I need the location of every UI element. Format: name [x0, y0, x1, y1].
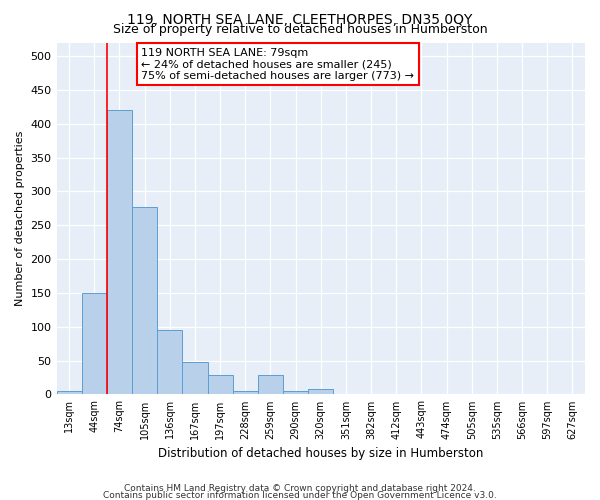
Bar [82, 293, 107, 394]
Bar [233, 391, 258, 394]
Bar [258, 376, 283, 394]
Text: Contains public sector information licensed under the Open Government Licence v3: Contains public sector information licen… [103, 491, 497, 500]
Text: 119 NORTH SEA LANE: 79sqm
← 24% of detached houses are smaller (245)
75% of semi: 119 NORTH SEA LANE: 79sqm ← 24% of detac… [141, 48, 414, 81]
Y-axis label: Number of detached properties: Number of detached properties [15, 131, 25, 306]
Bar [157, 330, 182, 394]
Text: Size of property relative to detached houses in Humberston: Size of property relative to detached ho… [113, 22, 487, 36]
Text: 119, NORTH SEA LANE, CLEETHORPES, DN35 0QY: 119, NORTH SEA LANE, CLEETHORPES, DN35 0… [127, 12, 473, 26]
Bar [208, 376, 233, 394]
Bar [56, 391, 82, 394]
X-axis label: Distribution of detached houses by size in Humberston: Distribution of detached houses by size … [158, 447, 484, 460]
Bar [283, 391, 308, 394]
Bar [132, 207, 157, 394]
Bar [308, 389, 334, 394]
Bar [107, 110, 132, 395]
Text: Contains HM Land Registry data © Crown copyright and database right 2024.: Contains HM Land Registry data © Crown c… [124, 484, 476, 493]
Bar [182, 362, 208, 394]
